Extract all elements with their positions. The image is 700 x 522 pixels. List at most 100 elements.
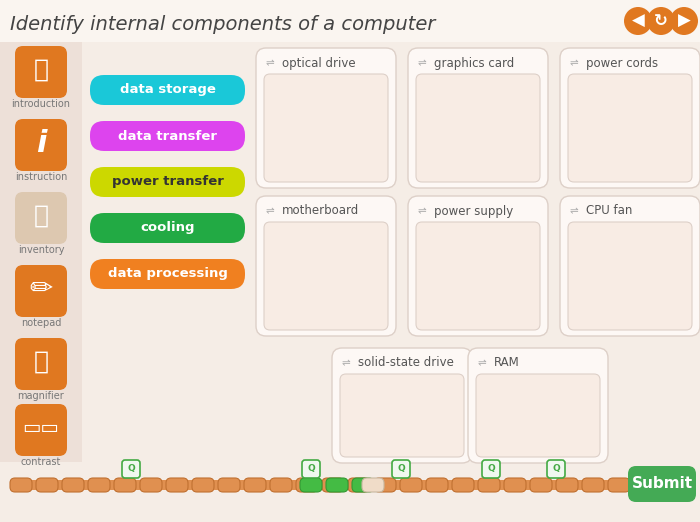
FancyBboxPatch shape [62,478,84,492]
FancyBboxPatch shape [15,119,67,171]
FancyBboxPatch shape [296,478,318,492]
FancyBboxPatch shape [15,192,67,244]
Text: ⇌: ⇌ [570,58,578,68]
Text: ⇌: ⇌ [570,206,578,216]
Text: ✏: ✏ [29,275,52,303]
FancyBboxPatch shape [302,460,320,478]
Text: optical drive: optical drive [282,56,356,69]
FancyBboxPatch shape [340,374,464,457]
Text: Q: Q [487,465,495,473]
Text: data storage: data storage [120,84,216,97]
FancyBboxPatch shape [452,478,474,492]
Text: solid-state drive: solid-state drive [358,357,454,370]
FancyBboxPatch shape [476,374,600,457]
Text: 🚩: 🚩 [34,58,48,82]
Text: notepad: notepad [21,318,61,328]
FancyBboxPatch shape [374,478,396,492]
Text: RAM: RAM [494,357,519,370]
Text: ▭▭: ▭▭ [22,419,60,437]
Bar [10,480,615,490]
FancyBboxPatch shape [15,265,67,317]
Text: ◀: ◀ [631,12,645,30]
FancyBboxPatch shape [140,478,162,492]
Text: power supply: power supply [434,205,513,218]
FancyBboxPatch shape [560,196,700,336]
Circle shape [647,7,675,35]
Text: inventory: inventory [18,245,64,255]
FancyBboxPatch shape [218,478,240,492]
FancyBboxPatch shape [504,478,526,492]
FancyBboxPatch shape [192,478,214,492]
Text: 🔍: 🔍 [34,350,48,374]
FancyBboxPatch shape [468,348,608,463]
Text: Q: Q [397,465,405,473]
FancyBboxPatch shape [478,478,500,492]
Text: contrast: contrast [21,457,61,467]
Text: ▶: ▶ [678,12,690,30]
FancyBboxPatch shape [88,478,110,492]
FancyBboxPatch shape [392,460,410,478]
Text: introduction: introduction [11,99,71,109]
FancyBboxPatch shape [582,478,604,492]
Text: CPU fan: CPU fan [586,205,632,218]
Text: Q: Q [307,465,315,473]
Text: data transfer: data transfer [118,129,217,143]
FancyBboxPatch shape [426,478,448,492]
FancyBboxPatch shape [114,478,136,492]
FancyBboxPatch shape [332,348,472,463]
Text: motherboard: motherboard [282,205,359,218]
Text: ⇌: ⇌ [342,358,351,368]
Circle shape [624,7,652,35]
FancyBboxPatch shape [408,196,548,336]
FancyBboxPatch shape [90,259,245,289]
FancyBboxPatch shape [352,478,374,492]
FancyBboxPatch shape [300,478,322,492]
FancyBboxPatch shape [560,48,700,188]
FancyBboxPatch shape [322,478,344,492]
Text: graphics card: graphics card [434,56,514,69]
FancyBboxPatch shape [556,478,578,492]
FancyBboxPatch shape [264,74,388,182]
FancyBboxPatch shape [122,460,140,478]
FancyBboxPatch shape [547,460,565,478]
FancyBboxPatch shape [628,466,696,502]
Text: ↻: ↻ [654,12,668,30]
FancyBboxPatch shape [326,478,348,492]
FancyBboxPatch shape [416,222,540,330]
FancyBboxPatch shape [90,121,245,151]
Text: data processing: data processing [108,267,228,280]
FancyBboxPatch shape [416,74,540,182]
Text: ⇌: ⇌ [265,206,274,216]
Text: cooling: cooling [140,221,195,234]
Circle shape [670,7,698,35]
Text: ⇌: ⇌ [477,358,486,368]
FancyBboxPatch shape [348,478,370,492]
FancyBboxPatch shape [15,404,67,456]
FancyBboxPatch shape [408,48,548,188]
FancyBboxPatch shape [270,478,292,492]
FancyBboxPatch shape [90,167,245,197]
FancyBboxPatch shape [15,46,67,98]
FancyBboxPatch shape [400,478,422,492]
FancyBboxPatch shape [244,478,266,492]
FancyBboxPatch shape [482,460,500,478]
Text: ⇌: ⇌ [418,206,426,216]
Text: Submit: Submit [631,477,692,492]
FancyBboxPatch shape [568,222,692,330]
FancyBboxPatch shape [568,74,692,182]
Text: i: i [36,128,46,158]
FancyBboxPatch shape [90,213,245,243]
Bar [0,42,82,462]
FancyBboxPatch shape [256,196,396,336]
Text: Q: Q [127,465,135,473]
FancyBboxPatch shape [264,222,388,330]
Text: Identify internal components of a computer: Identify internal components of a comput… [10,16,435,34]
FancyBboxPatch shape [90,75,245,105]
FancyBboxPatch shape [256,48,396,188]
FancyBboxPatch shape [10,478,32,492]
Text: ⇌: ⇌ [265,58,274,68]
Text: ⇌: ⇌ [418,58,426,68]
Text: instruction: instruction [15,172,67,182]
FancyBboxPatch shape [166,478,188,492]
FancyBboxPatch shape [608,478,630,492]
